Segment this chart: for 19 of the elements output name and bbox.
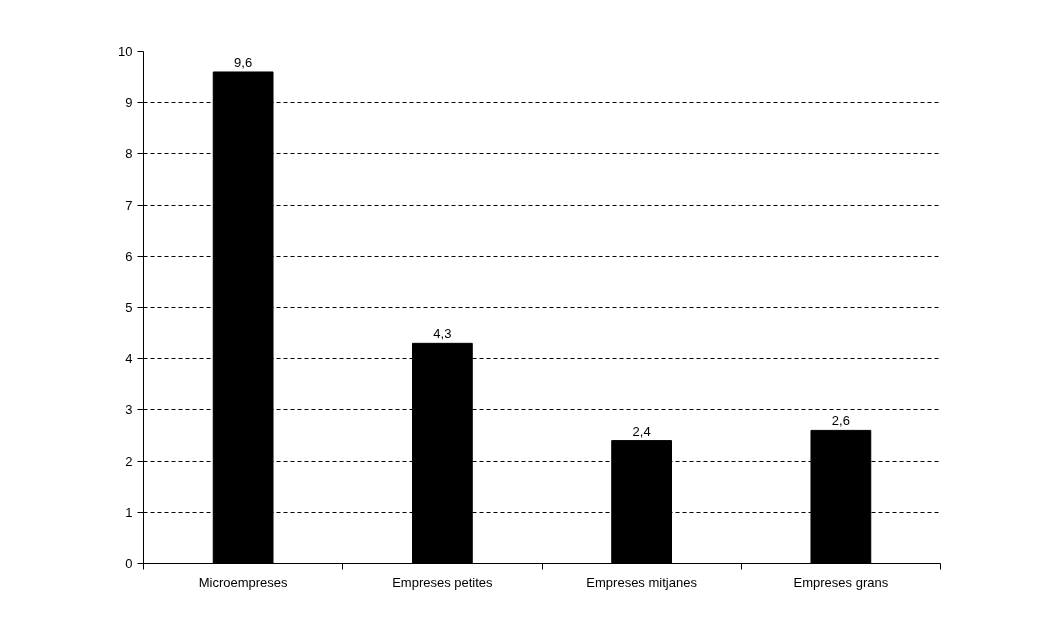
y-tick-label: 9	[125, 95, 133, 111]
data-label: 9,6	[234, 54, 253, 70]
x-tick-label: Empreses petites	[392, 574, 494, 590]
y-tick-label: 0	[125, 556, 133, 571]
y-tick-label: 3	[125, 402, 133, 418]
y-tick-label: 8	[125, 146, 133, 162]
x-tick-label: Empreses mitjanes	[586, 574, 698, 590]
y-tick-label: 2	[125, 453, 133, 469]
y-tick-label: 1	[125, 504, 133, 520]
y-tick-label: 6	[125, 248, 133, 264]
data-label: 4,3	[433, 326, 452, 342]
x-tick-label: Microempreses	[198, 574, 289, 590]
x-tick-label: Empreses grans	[793, 574, 889, 590]
data-label: 2,4	[632, 423, 651, 439]
y-tick-label: 10	[118, 44, 133, 59]
y-tick-label: 5	[125, 300, 133, 315]
data-label: 2,6	[831, 413, 850, 429]
y-tick-label: 4	[125, 351, 133, 367]
y-tick-label: 7	[125, 197, 133, 213]
